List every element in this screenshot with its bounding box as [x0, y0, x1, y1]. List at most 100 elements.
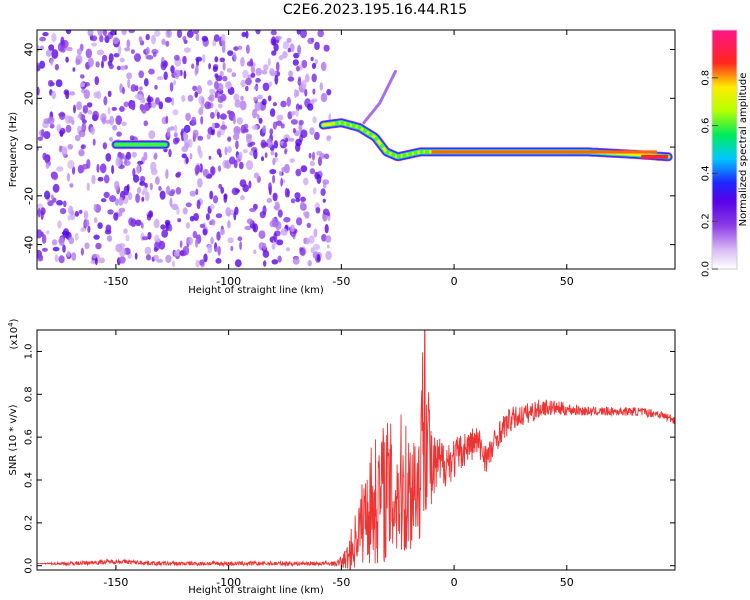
noise-blob — [195, 56, 203, 62]
noise-blob — [80, 82, 85, 88]
noise-blob — [112, 36, 120, 45]
noise-blob — [295, 168, 302, 177]
noise-blob — [165, 169, 169, 179]
echo-speckle — [351, 124, 356, 129]
noise-blob — [166, 127, 171, 137]
noise-blob — [211, 122, 216, 130]
noise-blob — [224, 81, 232, 90]
noise-blob — [320, 188, 326, 197]
colorbar-segment — [712, 121, 737, 125]
noise-blob — [109, 195, 117, 203]
colorbar-segment — [712, 179, 737, 182]
noise-blob — [325, 235, 332, 243]
top-ytick-label: 40 — [23, 43, 36, 57]
noise-blob — [193, 213, 200, 221]
noise-blob — [239, 179, 247, 188]
noise-blob — [78, 166, 85, 173]
noise-blob — [282, 51, 288, 59]
noise-blob — [67, 214, 71, 221]
noise-blob — [286, 37, 292, 44]
noise-blob — [139, 181, 146, 186]
colorbar-segment — [712, 51, 737, 55]
noise-blob — [272, 192, 278, 202]
noise-blob — [247, 142, 253, 148]
noise-blob — [170, 189, 176, 195]
noise-blob — [48, 44, 55, 51]
noise-blob — [238, 151, 243, 160]
noise-blob — [61, 231, 69, 236]
noise-blob — [219, 113, 227, 120]
noise-blob — [40, 210, 44, 220]
noise-blob — [311, 151, 316, 161]
noise-blob — [156, 76, 164, 81]
noise-blob — [270, 30, 277, 36]
noise-blob — [168, 148, 172, 158]
noise-blob — [93, 234, 100, 240]
colorbar-segment — [712, 251, 737, 254]
noise-blob — [296, 217, 303, 226]
colorbar-segment — [712, 249, 737, 252]
noise-blob — [314, 58, 318, 65]
noise-blob — [170, 65, 175, 74]
noise-blob — [154, 84, 158, 90]
noise-blob — [169, 126, 175, 131]
noise-blob — [172, 260, 175, 268]
noise-blob — [51, 90, 56, 100]
colorbar-segment — [712, 223, 737, 226]
noise-blob — [227, 50, 234, 56]
noise-blob — [113, 212, 119, 221]
noise-blob — [250, 65, 256, 74]
noise-blob — [102, 54, 108, 62]
noise-blob — [130, 84, 137, 92]
noise-blob — [103, 96, 108, 106]
noise-blob — [165, 254, 172, 263]
noise-blob — [301, 59, 308, 69]
noise-blob — [252, 223, 259, 233]
colorbar-segment — [712, 267, 737, 270]
noise-blob — [55, 79, 63, 88]
noise-blob — [153, 254, 159, 261]
noise-blob — [246, 218, 253, 225]
colorbar-segment — [712, 259, 737, 262]
noise-blob — [99, 34, 104, 43]
noise-blob — [189, 153, 193, 160]
noise-blob — [245, 160, 254, 171]
noise-blob — [84, 242, 90, 250]
colorbar-segment — [712, 185, 737, 188]
noise-blob — [100, 198, 107, 203]
noise-blob — [68, 205, 74, 215]
noise-blob — [151, 101, 157, 109]
noise-blob — [164, 219, 171, 226]
colorbar-segment — [712, 193, 737, 196]
noise-blob — [118, 207, 126, 213]
noise-blob — [158, 186, 162, 191]
noise-blob — [126, 72, 132, 80]
noise-blob — [277, 209, 283, 218]
noise-blob — [83, 219, 90, 228]
noise-blob — [173, 132, 178, 138]
colorbar-segment — [712, 91, 737, 95]
noise-blob — [148, 68, 155, 75]
noise-blob — [323, 153, 330, 160]
noise-blob — [123, 160, 131, 166]
noise-blob — [130, 49, 135, 54]
colorbar-segment — [712, 59, 737, 63]
noise-blob — [93, 203, 97, 212]
colorbar-segment — [712, 95, 737, 99]
colorbar-segment — [712, 233, 737, 236]
noise-blob — [185, 112, 192, 122]
noise-blob — [222, 61, 226, 71]
noise-blob — [179, 240, 183, 248]
noise-blob — [271, 50, 277, 56]
noise-blob — [209, 190, 214, 200]
noise-blob — [183, 124, 191, 133]
noise-blob — [44, 190, 51, 200]
colorbar-segment — [712, 231, 737, 234]
colorbar-segment — [712, 163, 737, 167]
noise-blob — [60, 45, 66, 53]
noise-blob — [320, 92, 328, 103]
noise-blob — [135, 193, 141, 204]
noise-blob — [71, 119, 75, 126]
noise-blob — [231, 187, 239, 196]
colorbar-segment — [712, 253, 737, 256]
